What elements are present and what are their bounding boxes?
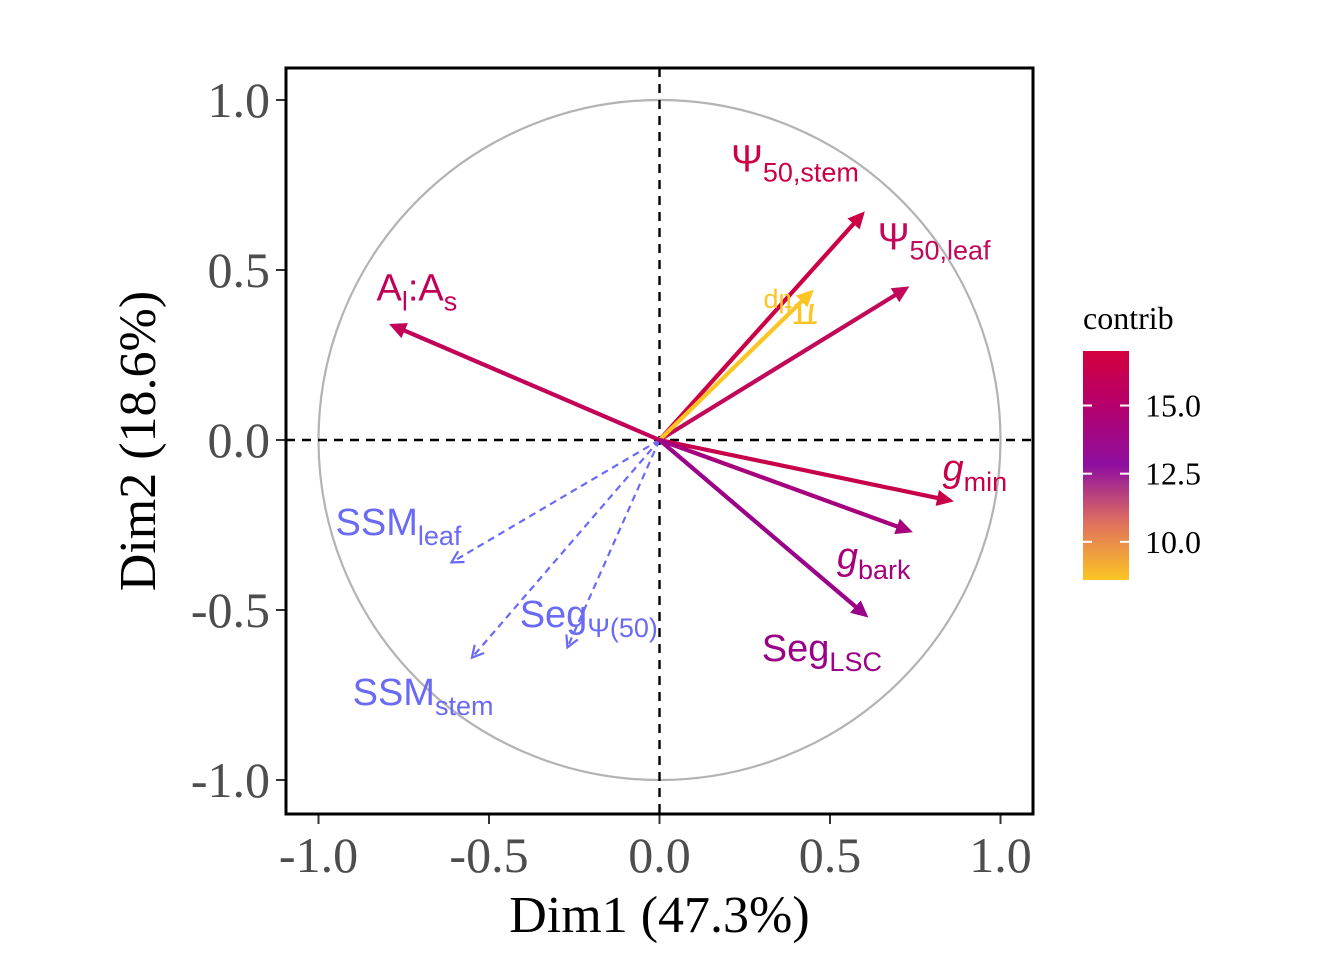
arrow-a-a-ls	[389, 323, 661, 442]
legend-tick-label: 10.0	[1145, 524, 1201, 560]
legend: contrib 10.0 12.5 15.0	[1083, 300, 1201, 580]
supp-arrow-ssm-leaf	[449, 439, 661, 564]
label--50-stem: Ψ50,stem	[731, 138, 859, 187]
legend-tick-label: 15.0	[1145, 388, 1201, 424]
y-tick-label: -0.5	[191, 582, 270, 638]
variable-labels: Ψ50,stem Ψ50,leaf πtlp Al:As gmin gbark SegLSC…	[336, 138, 1008, 721]
arrow--50-stem	[657, 211, 865, 442]
x-tick-label: 0.5	[799, 827, 862, 883]
arrow--50-stem-head	[847, 211, 865, 230]
arrow--50-stem-line	[657, 216, 861, 442]
y-axis-title: Dim2 (18.6%)	[110, 291, 167, 591]
x-axis-title: Dim1 (47.3%)	[509, 887, 809, 944]
y-tick-label: 1.0	[208, 72, 271, 128]
supplementary-arrows	[449, 439, 661, 660]
legend-tick-label: 12.5	[1145, 456, 1201, 492]
arrow-g-bark-line	[658, 438, 906, 532]
x-tick-label: 1.0	[969, 827, 1032, 883]
label--tlp: πtlp	[763, 288, 818, 337]
label-g-min: gmin	[943, 448, 1008, 497]
y-tick-label: 0.5	[208, 242, 271, 298]
arrow--tlp	[658, 289, 814, 442]
arrow-g-min-head	[935, 489, 954, 506]
x-tick-label: -0.5	[449, 827, 528, 883]
arrow--tlp-head	[795, 289, 814, 308]
legend-ticks: 10.0 12.5 15.0	[1083, 388, 1201, 560]
arrow-g-min-line	[659, 437, 946, 502]
supp-arrow-seg-50-	[565, 439, 661, 650]
supp-arrow-ssm-leaf-head	[449, 550, 465, 564]
label-seg-lsc: SegLSC	[762, 628, 882, 677]
x-tick-label: -1.0	[279, 827, 358, 883]
supp-arrow-seg-50--head	[565, 634, 579, 650]
supp-arrow-ssm-stem-head	[470, 644, 485, 660]
arrow--50-leaf	[658, 286, 910, 442]
arrow-seg-lsc-line	[658, 438, 863, 614]
supp-arrow-seg-50--line	[566, 439, 661, 648]
y-tick-label: 0.0	[208, 412, 271, 468]
arrow-seg-lsc-head	[850, 600, 869, 618]
arrow--tlp-line	[658, 294, 809, 442]
arrow-a-a-ls-head	[389, 323, 408, 339]
y-tick-label: -1.0	[191, 752, 270, 808]
tick-labels: -1.0 -0.5 0.0 0.5 1.0 -1.0 -0.5 0.0 0.5 1.0	[191, 72, 1032, 883]
legend-colorbar	[1083, 351, 1129, 580]
supp-label-ssm-stem: SSMstem	[353, 672, 494, 721]
arrow--50-leaf-head	[890, 286, 910, 303]
arrow--50-leaf-line	[658, 289, 903, 442]
x-tick-label: 0.0	[628, 827, 691, 883]
supp-arrow-ssm-leaf-line	[450, 439, 661, 564]
active-arrows	[389, 211, 954, 618]
label--50-leaf: Ψ50,leaf	[878, 217, 991, 266]
arrow-g-min	[659, 437, 954, 506]
label-g-bark: gbark	[837, 536, 911, 585]
supp-label-seg-50-: SegΨ(50)	[520, 594, 658, 643]
plot-border	[284, 66, 1035, 816]
arrow-g-bark-head	[894, 518, 913, 535]
label-a-a-ls: Al:As	[376, 268, 457, 317]
arrow-g-bark	[658, 438, 913, 535]
supp-label-ssm-leaf: SSMleaf	[336, 502, 462, 551]
legend-title: contrib	[1083, 300, 1174, 336]
supp-arrow-ssm-stem	[470, 439, 661, 660]
arrow-seg-lsc	[658, 438, 869, 618]
arrow-a-a-ls-line	[396, 325, 661, 442]
